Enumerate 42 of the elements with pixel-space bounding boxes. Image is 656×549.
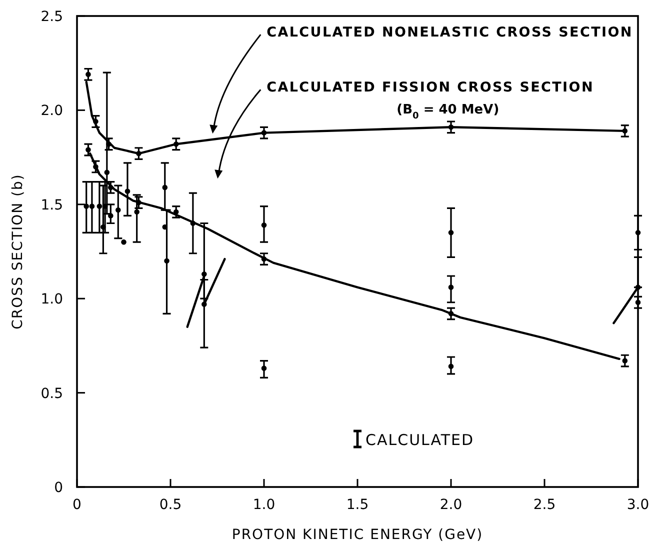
x-tick-label: 3.0	[626, 497, 650, 513]
point	[202, 271, 207, 277]
point	[190, 220, 196, 226]
point	[202, 302, 207, 307]
y-tick-label: 2.5	[40, 9, 63, 25]
y-axis-title: CROSS SECTION (b)	[10, 174, 26, 330]
point	[108, 213, 114, 218]
y-tick-label: 1.5	[40, 197, 63, 214]
point	[121, 239, 126, 245]
x-tick-label: 1.0	[252, 497, 276, 513]
point	[261, 366, 267, 371]
point	[104, 170, 110, 176]
y-tick-label: 0.5	[40, 386, 63, 402]
point	[448, 284, 454, 290]
point	[164, 258, 170, 264]
point	[635, 230, 641, 236]
x-tick-label: 0	[72, 497, 82, 513]
point	[124, 188, 130, 194]
point	[261, 222, 267, 228]
x-tick-label: 1.5	[346, 497, 369, 513]
x-tick-label: 2.0	[440, 497, 462, 513]
x-tick-label: 0.5	[159, 497, 182, 513]
point	[100, 224, 106, 230]
x-axis-title: PROTON KINETIC ENERGY (GeV)	[232, 527, 484, 543]
point	[448, 364, 454, 370]
y-tick-label: 2.0	[40, 103, 63, 120]
point	[96, 204, 102, 209]
annotation: CALCULATED FISSION CROSS SECTION	[266, 80, 594, 96]
point	[162, 184, 168, 190]
point	[635, 284, 641, 290]
x-tick-label: 2.5	[533, 497, 556, 513]
annotation: (B$_{0}$ = 40 MeV)	[396, 102, 500, 122]
point	[115, 207, 121, 213]
point	[102, 204, 108, 209]
point	[448, 230, 454, 236]
legend-label: CALCULATED	[366, 431, 474, 449]
point	[134, 209, 140, 215]
y-tick-label: 0	[54, 480, 63, 496]
point	[84, 204, 89, 209]
annotation: CALCULATED NONELASTIC CROSS SECTION	[266, 24, 633, 41]
point	[89, 204, 95, 209]
y-tick-label: 1.0	[40, 292, 63, 308]
